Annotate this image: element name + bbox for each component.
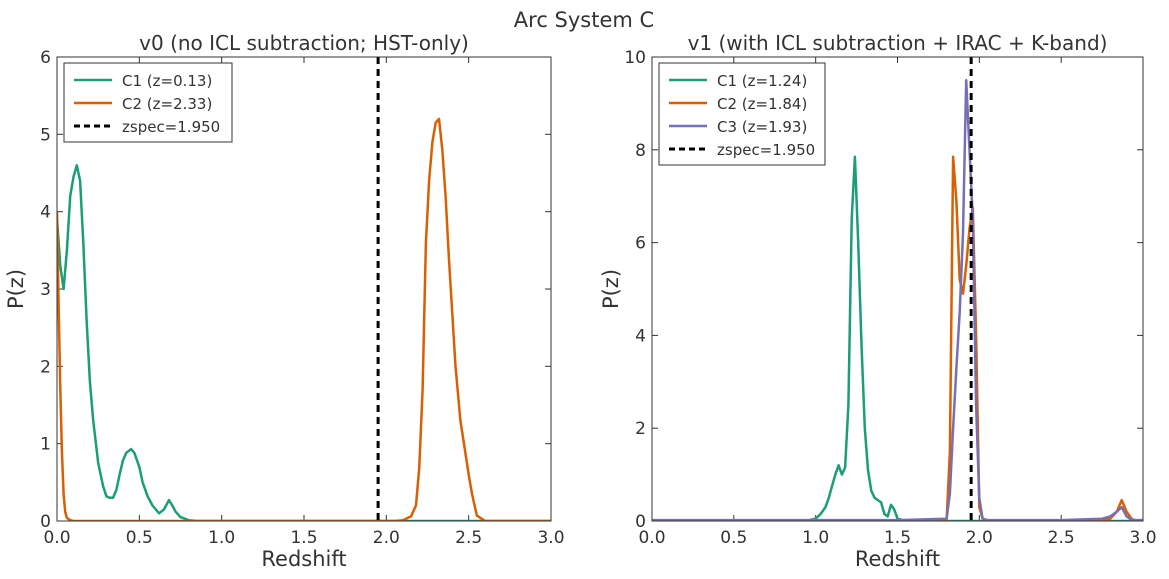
p0-legend-label: C2 (z=2.33) (122, 95, 212, 113)
p0-x-tick-label: 1.0 (208, 528, 235, 548)
p1-legend-label: C3 (z=1.93) (717, 118, 807, 136)
p0-y-axis-label: P(z) (4, 269, 28, 309)
p1-x-tick-label: 3.0 (1129, 528, 1156, 548)
p0-y-tick-label: 6 (40, 48, 51, 68)
p0-x-tick-label: 2.0 (373, 528, 400, 548)
p1-x-tick-label: 1.5 (884, 528, 911, 548)
p0-legend-label: zspec=1.950 (122, 118, 220, 136)
p1-y-tick-label: 2 (635, 419, 646, 439)
figure-suptitle: Arc System C (514, 8, 654, 32)
p1-series-line-2 (652, 155, 1143, 521)
p1-x-tick-label: 2.0 (966, 528, 993, 548)
p1-legend-label: C1 (z=1.24) (717, 72, 807, 90)
p0-chart-title: v0 (no ICL subtraction; HST-only) (139, 31, 469, 55)
p0-y-tick-label: 5 (40, 125, 51, 145)
p1-plot-frame (651, 56, 1144, 522)
p0-y-tick-label: 2 (40, 357, 51, 377)
p0-x-tick-label: 0.0 (43, 528, 70, 548)
p0-legend: C1 (z=0.13) C2 (z=2.33) zspec=1.950 (63, 62, 233, 143)
p1-legend: C1 (z=1.24) C2 (z=1.84) C3 (z=1.93) zspec=1… (658, 62, 826, 166)
p0-plot-frame (56, 56, 552, 522)
p1-y-tick-label: 0 (635, 512, 646, 532)
p1-y-tick-label: 6 (635, 234, 646, 254)
p0-x-tick-label: 0.5 (126, 528, 153, 548)
p0-y-tick-label: 0 (40, 512, 51, 532)
p1-x-tick-label: 2.5 (1048, 528, 1075, 548)
p1-series-line-3 (652, 78, 1143, 521)
p1-y-axis-label: P(z) (599, 269, 623, 309)
panel-left: v0 (no ICL subtraction; HST-only) 0.0 0.5 1… (4, 31, 565, 571)
p0-series-line-2 (57, 117, 551, 521)
p1-x-tick-label: 1.0 (802, 528, 829, 548)
p1-y-tick-label: 4 (635, 326, 646, 346)
p1-legend-label: C2 (z=1.84) (717, 95, 807, 113)
p0-legend-label: C1 (z=0.13) (122, 72, 212, 90)
p0-y-tick-label: 1 (40, 435, 51, 455)
p0-x-tick-label: 3.0 (537, 528, 564, 548)
p0-x-tick-label: 1.5 (290, 528, 317, 548)
p0-y-tick-label: 4 (40, 203, 51, 223)
p1-chart-title: v1 (with ICL subtraction + IRAC + K-band… (688, 31, 1108, 55)
p0-x-tick-label: 2.5 (455, 528, 482, 548)
p1-y-tick-label: 8 (635, 141, 646, 161)
p1-series-line-1 (652, 155, 1143, 521)
panel-right: v1 (with ICL subtraction + IRAC + K-band… (599, 31, 1157, 571)
p1-y-tick-label: 10 (624, 48, 646, 68)
p1-x-tick-label: 0.0 (638, 528, 665, 548)
p0-series-line-1 (57, 164, 551, 521)
p1-x-tick-label: 0.5 (720, 528, 747, 548)
p0-y-tick-label: 3 (40, 280, 51, 300)
p1-legend-label: zspec=1.950 (717, 141, 815, 159)
p1-x-axis-label: Redshift (855, 547, 940, 571)
p0-x-axis-label: Redshift (261, 547, 346, 571)
